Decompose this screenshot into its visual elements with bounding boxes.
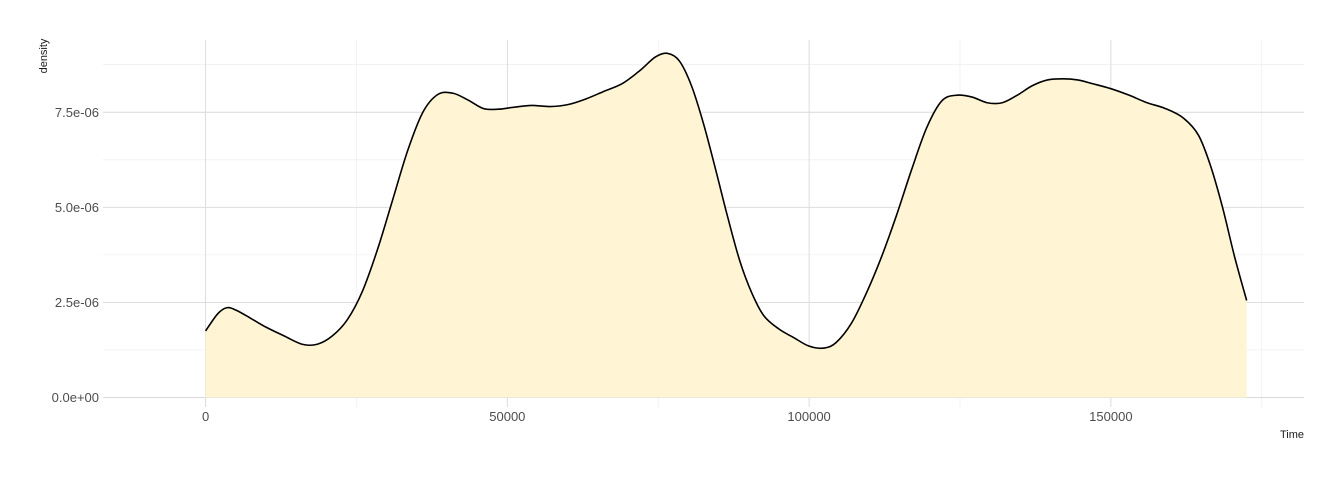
y-tick-label: 0.0e+00: [52, 390, 99, 405]
x-tick-label: 150000: [1089, 409, 1132, 424]
y-axis-tick-labels: 0.0e+00 2.5e-06 5.0e-06 7.5e-06: [52, 105, 99, 405]
y-tick-label: 2.5e-06: [55, 295, 99, 310]
y-axis-title: density: [38, 38, 50, 73]
y-tick-label: 7.5e-06: [55, 105, 99, 120]
x-axis-title: Time: [1280, 429, 1304, 441]
density-curve-line: [204, 52, 1248, 350]
x-tick-label: 100000: [787, 409, 830, 424]
plot-area: [204, 52, 1248, 398]
x-tick-label: 0: [202, 409, 209, 424]
x-tick-label: 50000: [489, 409, 525, 424]
y-tick-label: 5.0e-06: [55, 200, 99, 215]
density-area-fill: [205, 53, 1247, 398]
x-axis-tick-labels: 0 50000 100000 150000: [202, 409, 1133, 424]
